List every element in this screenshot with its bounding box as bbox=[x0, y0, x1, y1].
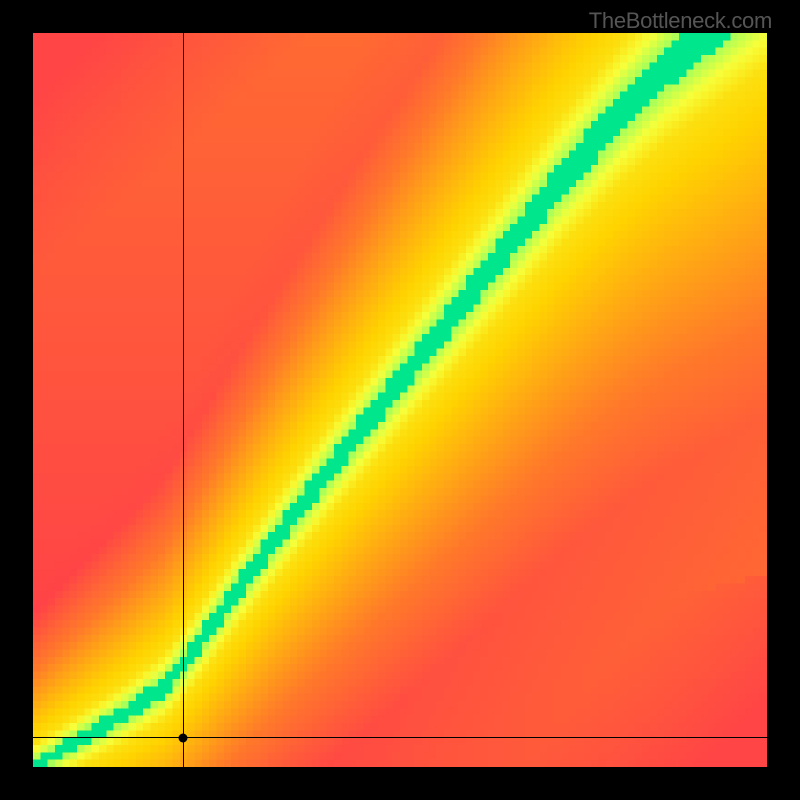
watermark-text: TheBottleneck.com bbox=[589, 8, 772, 34]
crosshair-vertical bbox=[183, 33, 184, 767]
bottleneck-heatmap bbox=[33, 33, 767, 767]
crosshair-horizontal bbox=[33, 737, 767, 738]
crosshair-marker bbox=[179, 733, 188, 742]
chart-container: { "watermark": { "text": "TheBottleneck.… bbox=[0, 0, 800, 800]
